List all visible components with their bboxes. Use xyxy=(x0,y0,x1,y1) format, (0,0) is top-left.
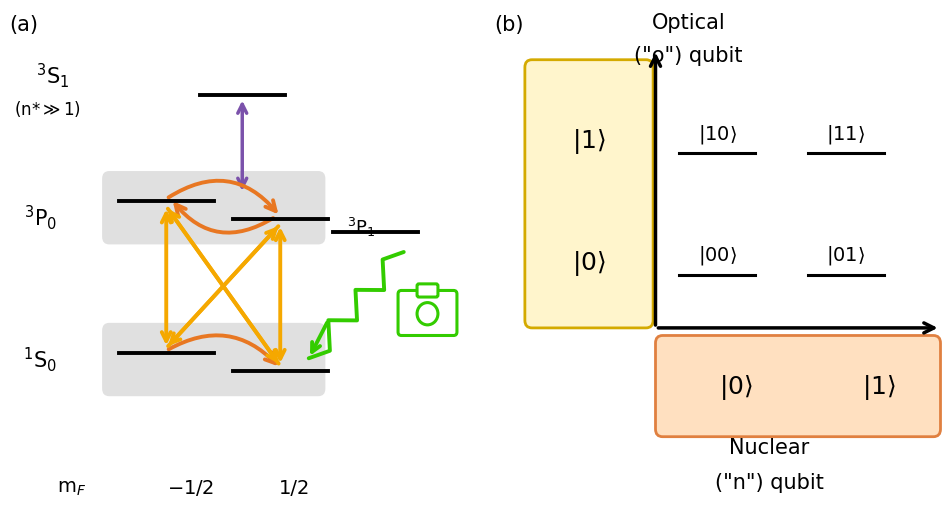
FancyBboxPatch shape xyxy=(103,323,325,396)
FancyBboxPatch shape xyxy=(524,61,654,328)
Text: Optical: Optical xyxy=(652,13,726,33)
Text: $|01\rangle$: $|01\rangle$ xyxy=(826,243,865,267)
Text: $|00\rangle$: $|00\rangle$ xyxy=(697,243,737,267)
Text: $^3$P$_1$: $^3$P$_1$ xyxy=(347,216,375,239)
Text: $-$1/2: $-$1/2 xyxy=(166,477,214,497)
Text: (n*$\gg$1): (n*$\gg$1) xyxy=(14,98,81,119)
Text: ("n") qubit: ("n") qubit xyxy=(715,472,824,492)
Text: $|0\rangle$: $|0\rangle$ xyxy=(719,372,753,401)
Text: $^3$S$_1$: $^3$S$_1$ xyxy=(35,62,69,90)
FancyBboxPatch shape xyxy=(398,291,457,336)
Text: $^1$S$_0$: $^1$S$_0$ xyxy=(24,344,57,373)
Text: Nuclear: Nuclear xyxy=(730,437,809,457)
Text: 1/2: 1/2 xyxy=(278,478,311,497)
Text: (a): (a) xyxy=(10,15,39,35)
Text: m$_F$: m$_F$ xyxy=(57,478,86,497)
Text: $|11\rangle$: $|11\rangle$ xyxy=(826,122,865,145)
Text: (b): (b) xyxy=(494,15,523,35)
Text: ("o") qubit: ("o") qubit xyxy=(635,45,743,66)
Text: $|1\rangle$: $|1\rangle$ xyxy=(862,372,896,401)
Text: $^3$P$_0$: $^3$P$_0$ xyxy=(24,203,57,231)
Text: $|10\rangle$: $|10\rangle$ xyxy=(697,122,737,145)
Text: $|0\rangle$: $|0\rangle$ xyxy=(572,248,606,277)
FancyBboxPatch shape xyxy=(417,284,438,297)
FancyBboxPatch shape xyxy=(103,172,325,245)
Text: $|1\rangle$: $|1\rangle$ xyxy=(572,127,606,156)
FancyBboxPatch shape xyxy=(656,336,940,437)
